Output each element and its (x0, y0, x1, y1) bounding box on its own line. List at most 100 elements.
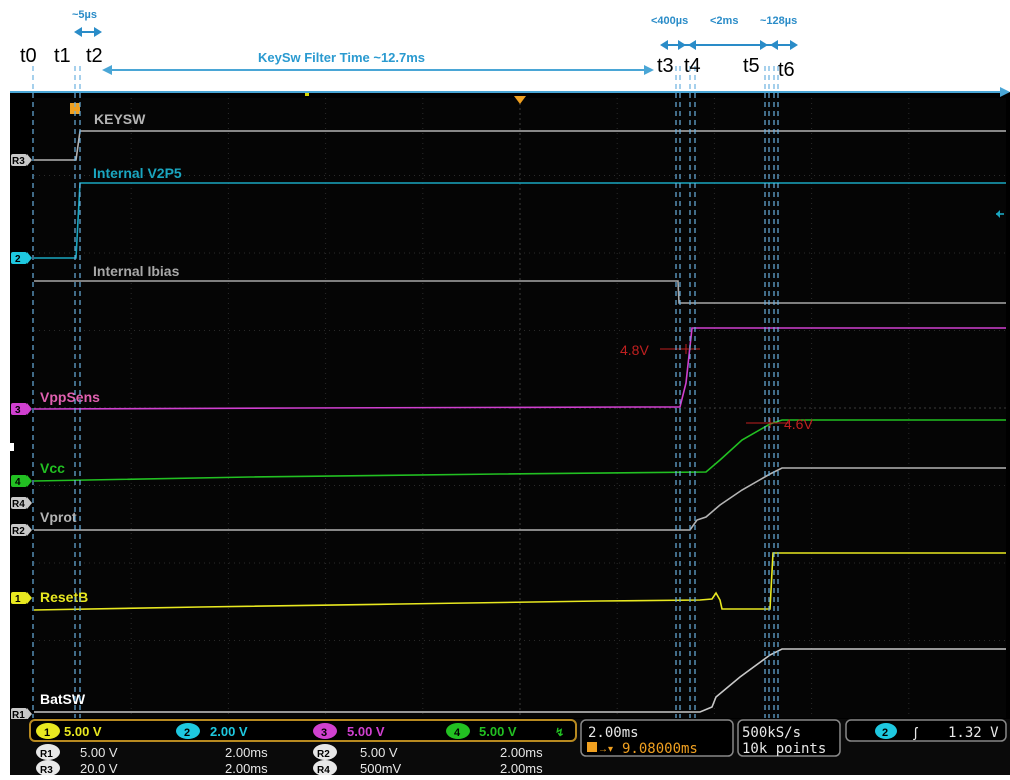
left-edge-tick (10, 443, 14, 451)
ref-r1[interactable]: R1 5.00 V 2.00ms (36, 744, 268, 760)
label-vprot: Vprot (40, 509, 77, 525)
ref-r3-scale: 20.0 V (80, 761, 118, 775)
label-vppsens: VppSens (40, 389, 100, 405)
t1-label: t1 (54, 45, 71, 67)
label-ibias: Internal Ibias (93, 263, 180, 279)
delta-t4-t5-label: <2ms (710, 15, 738, 27)
marker-r1[interactable]: R1 (11, 708, 32, 721)
svg-text:2: 2 (15, 254, 21, 265)
svg-text:2: 2 (882, 727, 888, 739)
timing-lines (32, 66, 779, 718)
t2-label: t2 (86, 45, 103, 67)
label-v2p5: Internal V2P5 (93, 165, 182, 181)
svg-text:3: 3 (15, 405, 21, 416)
ch2-scale: 2.00 V (210, 724, 248, 739)
reference-scales: R1 5.00 V 2.00ms R2 5.00 V 2.00ms R3 20.… (36, 744, 543, 776)
vcc-threshold-label: 4.6V (784, 416, 813, 432)
ref-r2[interactable]: R2 5.00 V 2.00ms (313, 744, 543, 760)
arrow-left-icon (688, 40, 696, 50)
svg-text:R3: R3 (40, 765, 53, 775)
ref-r3-time: 2.00ms (225, 761, 268, 775)
arrow-right-icon (678, 40, 686, 50)
delta-t1-t2-label: ~5µs (72, 9, 97, 21)
waveform-vprot (34, 467, 1006, 531)
arrow-right-icon (644, 65, 654, 75)
ch3-badge[interactable] (313, 723, 337, 739)
arrow-right-icon (790, 40, 798, 50)
svg-text:R2: R2 (12, 526, 25, 537)
vppsens-threshold-label: 4.8V (620, 342, 649, 358)
ref-r3[interactable]: R3 20.0 V 2.00ms (36, 760, 268, 776)
waveform-ibias (34, 280, 1006, 304)
t0-label: t0 (20, 45, 37, 67)
timebase-panel[interactable]: 2.00ms →▾ 9.08000ms (580, 719, 734, 757)
label-resetb: ResetB (40, 589, 88, 605)
right-arrow-icon (1000, 87, 1010, 97)
arrow-left-icon (74, 27, 82, 37)
label-batsw: BatSW (40, 691, 86, 707)
trigger-level: 1.32 V (948, 725, 999, 741)
svg-text:R1: R1 (12, 710, 25, 721)
marker-ch4[interactable]: 4 (11, 475, 32, 488)
timebase-value: 2.00ms (588, 725, 639, 741)
waveform-vppsens (33, 327, 1006, 410)
t5-label: t5 (743, 55, 760, 77)
channel-markers: R3 2 3 4 R4 R2 1 R1 (11, 154, 32, 721)
svg-text:3: 3 (321, 727, 327, 739)
ref-r2-scale: 5.00 V (360, 745, 398, 760)
waveform-v2p5 (34, 182, 1006, 259)
acquisition-panel[interactable]: 500kS/s 10k points (737, 719, 841, 757)
trigger-position-value: 9.08000ms (622, 741, 698, 757)
svg-text:R3: R3 (12, 156, 25, 167)
trigger-position-icon (587, 742, 597, 752)
marker-r2[interactable]: R2 (11, 524, 32, 537)
svg-text:R1: R1 (40, 749, 53, 760)
trigger-panel[interactable]: 2 ʃ 1.32 V (845, 719, 1007, 742)
marker-ch3[interactable]: 3 (11, 403, 32, 416)
t3-label: t3 (657, 55, 674, 77)
svg-text:R4: R4 (12, 499, 25, 510)
svg-text:2: 2 (184, 727, 190, 739)
record-length: 10k points (742, 741, 826, 757)
ref-r1-time: 2.00ms (225, 745, 268, 760)
ch4-scale: 5.00 V (479, 724, 517, 739)
marker-r3[interactable]: R3 (11, 154, 32, 167)
ch1-badge[interactable] (36, 723, 60, 739)
ref-r1-scale: 5.00 V (80, 745, 118, 760)
ch1-scale: 5.00 V (64, 724, 102, 739)
arrow-left-icon (102, 65, 112, 75)
bandwidth-limit-icon: ↯ (555, 727, 564, 739)
trigger-source-badge (875, 723, 897, 739)
arrow-left-icon (770, 40, 778, 50)
channel-scale-panel[interactable]: 1 5.00 V 2 2.00 V 3 5.00 V 4 5.00 V ↯ (29, 719, 577, 742)
marker-ch2[interactable]: 2 (11, 252, 32, 265)
ref-r2-time: 2.00ms (500, 745, 543, 760)
waveform-resetb (33, 552, 1006, 611)
sample-rate: 500kS/s (742, 725, 801, 741)
marker-r4[interactable]: R4 (11, 497, 32, 510)
arrow-left-icon (660, 40, 668, 50)
keysw-filter-label: KeySw Filter Time ~12.7ms (258, 50, 425, 65)
svg-text:R4: R4 (317, 765, 330, 775)
trigger-position-icon (514, 96, 526, 104)
waveform-keysw (34, 130, 1006, 161)
timing-annotations: t0 t1 t2 t3 t4 t5 t6 ~5µs KeySw Filter T… (20, 9, 798, 81)
ch4-badge[interactable] (446, 723, 470, 739)
marker-ch1[interactable]: 1 (11, 592, 32, 605)
delta-t3-t4-label: <400µs (651, 15, 688, 27)
ref-r4-time: 2.00ms (500, 761, 543, 775)
ref-r4[interactable]: R4 500mV 2.00ms (313, 760, 543, 776)
trigger-arrow-icon: →▾ (598, 744, 613, 755)
trigger-marker-icon (70, 103, 80, 114)
v2p5-trigger-level-icon (996, 210, 1000, 218)
trigger-slope-icon: ʃ (913, 724, 919, 740)
waveform-batsw (34, 648, 1006, 713)
svg-text:1: 1 (44, 727, 50, 739)
arrow-right-icon (94, 27, 102, 37)
t4-label: t4 (684, 55, 701, 77)
label-vcc: Vcc (40, 460, 65, 476)
svg-text:R2: R2 (317, 749, 330, 760)
delta-t5-t6-label: ~128µs (760, 15, 797, 27)
ch2-badge[interactable] (176, 723, 200, 739)
svg-text:4: 4 (15, 477, 21, 488)
